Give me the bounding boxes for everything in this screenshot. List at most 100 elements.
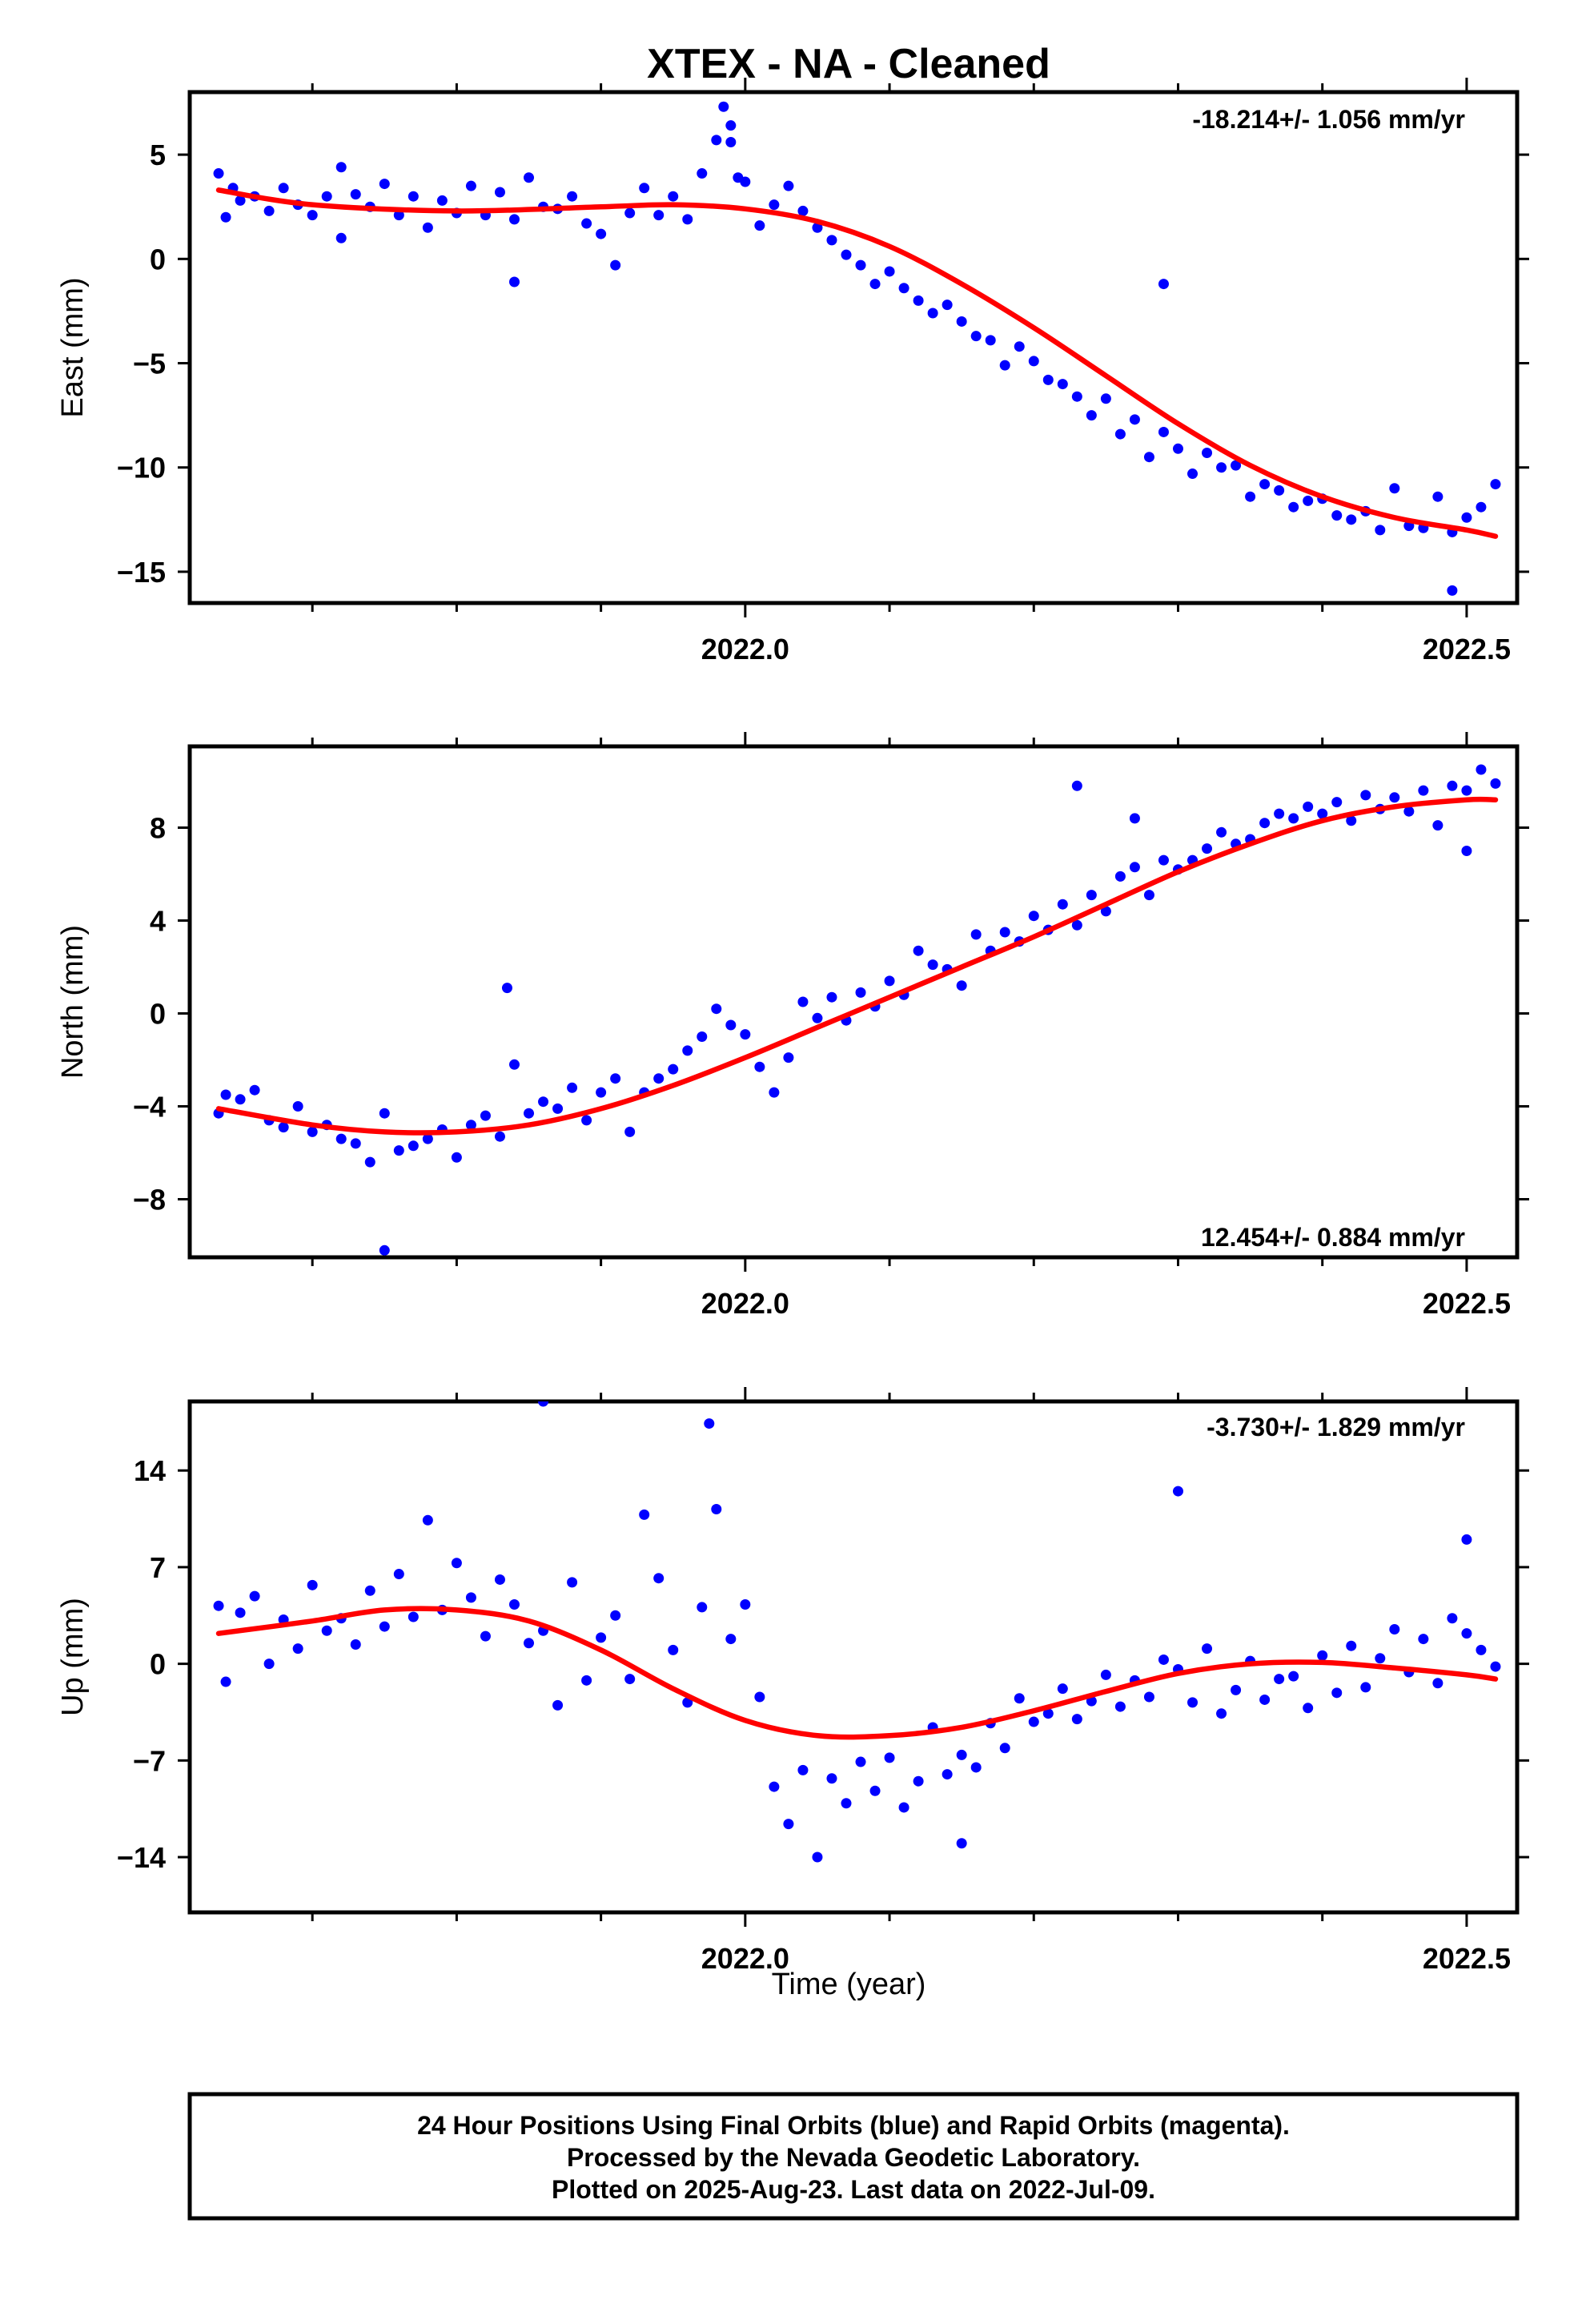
east-data-point: [1447, 585, 1458, 596]
up-data-point: [841, 1798, 852, 1809]
north-data-points: [213, 764, 1501, 1256]
north-y-tick-label: −8: [133, 1184, 166, 1216]
east-data-points: [213, 101, 1501, 596]
east-data-point: [913, 295, 924, 306]
north-data-point: [855, 987, 866, 998]
up-data-point: [942, 1769, 953, 1780]
east-data-point: [898, 283, 909, 294]
up-data-point: [783, 1819, 794, 1830]
east-data-point: [1245, 491, 1256, 502]
north-data-point: [278, 1122, 289, 1133]
east-data-point: [999, 360, 1010, 371]
east-data-point: [884, 266, 895, 277]
up-data-point: [740, 1598, 751, 1610]
up-data-point: [1432, 1678, 1443, 1689]
up-data-point: [249, 1590, 260, 1602]
up-data-point: [307, 1579, 318, 1590]
east-data-point: [624, 207, 636, 219]
east-data-point: [508, 214, 520, 225]
east-data-point: [1187, 468, 1199, 480]
up-data-point: [321, 1625, 332, 1636]
up-data-point: [213, 1600, 224, 1611]
footer-line-3: Plotted on 2025-Aug-23. Last data on 202…: [552, 2175, 1155, 2204]
east-data-point: [1129, 414, 1140, 425]
up-data-point: [704, 1418, 715, 1429]
east-data-point: [697, 168, 708, 179]
up-data-point: [754, 1691, 765, 1703]
east-y-tick-label: −15: [117, 556, 166, 589]
up-data-point: [1172, 1486, 1183, 1497]
east-data-point: [335, 162, 347, 173]
east-data-point: [1114, 428, 1126, 440]
east-data-point: [985, 335, 996, 346]
east-data-point: [524, 172, 535, 183]
up-data-point: [1461, 1628, 1472, 1639]
east-data-point: [639, 183, 650, 194]
east-data-point: [1375, 525, 1386, 536]
east-x-tick-label: 2022.5: [1423, 633, 1511, 665]
up-y-tick-label: −14: [117, 1841, 166, 1874]
up-plot-frame: [187, 1399, 1520, 1915]
up-data-point: [826, 1773, 837, 1784]
up-y-tick-label: 7: [150, 1551, 166, 1584]
east-y-tick-label: 5: [150, 139, 166, 171]
north-data-point: [552, 1103, 564, 1114]
north-data-point: [1403, 806, 1415, 817]
north-data-point: [711, 1003, 722, 1015]
up-data-point: [1447, 1613, 1458, 1624]
north-data-point: [335, 1133, 347, 1144]
north-data-point: [653, 1073, 665, 1084]
east-data-point: [1086, 410, 1097, 421]
east-data-point: [812, 222, 823, 233]
east-data-point: [379, 179, 390, 190]
east-y-tick-label: −5: [133, 348, 166, 380]
north-panel: 2022.0 2022.5 8 4 0 −4 −8 North (mm) 12.454+/- 0…: [56, 732, 1529, 1320]
north-data-point: [307, 1126, 318, 1137]
north-data-point: [1259, 818, 1271, 829]
north-data-point: [697, 1031, 708, 1042]
up-data-point: [855, 1756, 866, 1767]
east-data-point: [711, 135, 722, 146]
north-data-point: [1158, 854, 1169, 866]
up-data-point: [1187, 1697, 1199, 1708]
up-data-point: [682, 1697, 693, 1708]
north-data-point: [393, 1145, 404, 1156]
up-data-point: [393, 1569, 404, 1580]
up-data-point: [1158, 1654, 1169, 1665]
north-data-point: [1057, 899, 1068, 910]
up-data-point: [711, 1503, 722, 1514]
north-data-point: [538, 1096, 549, 1108]
up-y-tick-label: 0: [150, 1648, 166, 1681]
north-data-point: [494, 1131, 505, 1142]
north-data-point: [1100, 906, 1111, 917]
north-data-point: [501, 983, 512, 994]
up-data-point: [769, 1781, 780, 1792]
north-y-axis-label: North (mm): [56, 925, 90, 1079]
footer-box: [187, 2092, 1520, 2221]
east-data-point: [350, 189, 361, 200]
up-data-point: [797, 1764, 809, 1775]
east-data-point: [1331, 510, 1343, 521]
north-data-point: [1331, 797, 1343, 808]
north-data-point: [508, 1059, 520, 1070]
up-data-point: [379, 1621, 390, 1632]
up-y-tick-label: 14: [134, 1454, 166, 1487]
north-data-point: [1346, 815, 1357, 826]
east-data-point: [956, 316, 967, 327]
up-data-point: [596, 1632, 607, 1643]
north-data-point: [884, 975, 895, 987]
east-data-point: [927, 308, 938, 319]
north-data-point: [379, 1108, 390, 1119]
north-data-point: [1202, 843, 1213, 854]
footer-line-2: Processed by the Nevada Geodetic Laborat…: [567, 2143, 1140, 2172]
east-data-point: [869, 279, 881, 290]
north-data-point: [797, 996, 809, 1007]
east-data-point: [783, 180, 794, 191]
north-data-point: [1216, 826, 1227, 838]
north-data-point: [913, 945, 924, 956]
east-data-point: [408, 191, 419, 202]
east-fit-curve: [215, 187, 1499, 539]
north-data-point: [1028, 911, 1039, 922]
up-data-point: [610, 1610, 621, 1621]
up-data-point: [263, 1659, 275, 1670]
